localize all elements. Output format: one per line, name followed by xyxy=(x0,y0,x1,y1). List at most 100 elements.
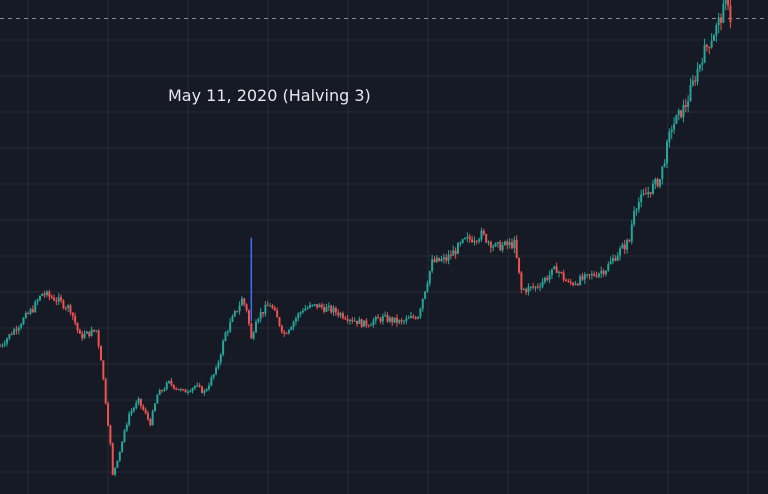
candle xyxy=(720,13,723,31)
candle xyxy=(527,283,530,296)
candle xyxy=(708,46,711,55)
candle xyxy=(224,331,227,342)
candle-body xyxy=(407,317,410,319)
candle-body xyxy=(553,266,556,269)
candle xyxy=(532,282,535,290)
candle-body xyxy=(142,406,145,410)
candle-body xyxy=(593,273,596,276)
candle-body xyxy=(412,316,415,318)
candle xyxy=(553,265,556,270)
candle xyxy=(522,287,525,291)
candle xyxy=(696,62,699,86)
candle-body xyxy=(144,409,147,414)
candle xyxy=(301,308,304,314)
candle-body xyxy=(649,192,652,194)
candle-body xyxy=(461,239,464,243)
candle xyxy=(142,404,145,411)
candle-body xyxy=(682,105,685,118)
candle xyxy=(701,58,704,72)
candle xyxy=(529,285,532,291)
candle-body xyxy=(717,17,720,26)
candle-body xyxy=(363,320,366,327)
candle xyxy=(325,303,328,313)
candle-body xyxy=(285,333,288,335)
candle xyxy=(691,74,694,87)
candle-body xyxy=(654,178,657,184)
candle-body xyxy=(156,395,159,404)
candle xyxy=(355,320,358,327)
candle xyxy=(24,311,27,320)
candle-body xyxy=(53,297,56,301)
candle xyxy=(311,304,314,307)
candle-body xyxy=(694,80,697,82)
candle xyxy=(506,239,509,250)
candle xyxy=(689,78,692,102)
candle-body xyxy=(666,141,669,164)
candle xyxy=(640,189,643,208)
candle-body xyxy=(243,298,246,305)
candle xyxy=(184,388,187,393)
candle-body xyxy=(379,318,382,322)
candle xyxy=(381,313,384,325)
candle xyxy=(215,365,218,376)
candle-body xyxy=(170,380,173,385)
candle xyxy=(407,315,410,319)
candle xyxy=(680,110,683,119)
candle-body xyxy=(501,245,504,251)
candle xyxy=(34,299,37,314)
candle xyxy=(358,316,361,324)
candle xyxy=(353,317,356,322)
candle-body xyxy=(630,224,633,242)
candle-body xyxy=(698,64,701,70)
candle xyxy=(395,314,398,327)
candle xyxy=(64,306,67,311)
candle xyxy=(565,278,568,282)
candle-body xyxy=(316,304,319,308)
candle xyxy=(330,304,333,315)
candle-body xyxy=(102,360,105,380)
candle xyxy=(428,270,431,287)
candle xyxy=(560,271,563,275)
candle xyxy=(245,303,248,313)
candle-body xyxy=(257,318,260,322)
candle-body xyxy=(539,286,542,288)
candle-body xyxy=(191,388,194,392)
candle-body xyxy=(341,313,344,319)
candle-body xyxy=(400,320,403,322)
candle-body xyxy=(651,183,654,194)
candle xyxy=(482,228,485,236)
candle xyxy=(705,43,708,52)
candle-body xyxy=(628,240,631,242)
candle xyxy=(210,375,213,387)
candle xyxy=(499,239,502,251)
candle xyxy=(17,325,20,335)
candle-body xyxy=(661,166,664,179)
candle xyxy=(586,273,589,278)
candle-body xyxy=(348,319,351,321)
candle xyxy=(661,166,664,185)
candle xyxy=(581,272,584,281)
candle xyxy=(69,303,72,316)
candle-body xyxy=(414,317,417,319)
candle-body xyxy=(583,274,586,280)
candle-body xyxy=(424,291,427,299)
candle-body xyxy=(107,403,110,426)
candle xyxy=(727,0,730,11)
candle xyxy=(388,316,391,324)
candle xyxy=(590,270,593,280)
candle xyxy=(546,275,549,282)
candle-body xyxy=(137,398,140,403)
candle xyxy=(637,197,640,213)
candle-body xyxy=(663,163,666,167)
candle xyxy=(92,329,95,333)
candle-body xyxy=(69,305,72,313)
candle xyxy=(339,311,342,319)
candle xyxy=(0,343,1,347)
candle-body xyxy=(189,391,192,393)
candle-body xyxy=(614,258,617,261)
candle xyxy=(515,235,518,259)
candle xyxy=(464,237,467,240)
candle xyxy=(393,317,396,324)
